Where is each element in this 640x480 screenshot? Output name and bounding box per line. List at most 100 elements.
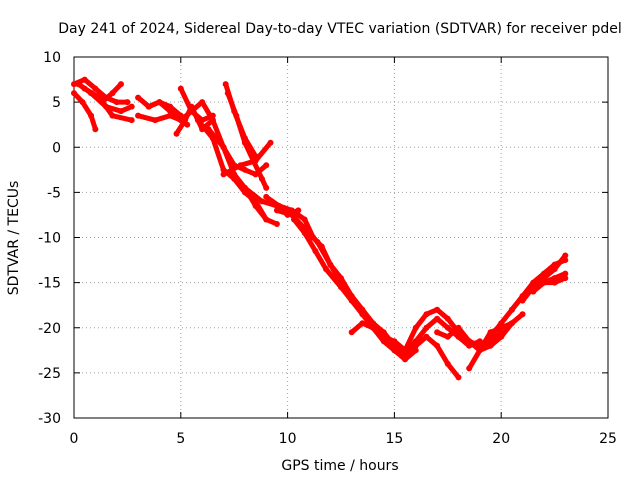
data-point: [540, 279, 547, 286]
data-point: [551, 275, 558, 282]
data-point: [391, 338, 398, 345]
data-point: [252, 157, 259, 164]
data-point: [444, 315, 451, 322]
data-point: [79, 99, 86, 106]
data-point: [291, 216, 298, 223]
data-point: [199, 99, 206, 106]
data-point: [173, 130, 180, 137]
data-point: [348, 329, 355, 336]
data-point: [423, 324, 430, 331]
data-point: [237, 162, 244, 169]
y-axis-label: SDTVAR / TECUs: [6, 181, 22, 296]
data-point: [117, 108, 124, 115]
data-point: [177, 85, 184, 92]
data-point: [222, 81, 229, 88]
data-point: [273, 220, 280, 227]
data-point: [128, 117, 135, 124]
data-point: [124, 99, 131, 106]
data-point: [71, 90, 77, 97]
data-series: [71, 76, 569, 381]
data-point: [380, 333, 387, 340]
data-point: [220, 171, 227, 178]
data-point: [338, 275, 344, 282]
data-point: [135, 94, 142, 101]
data-point: [476, 347, 483, 354]
data-point: [402, 347, 409, 354]
data-point: [551, 266, 558, 273]
data-point: [301, 216, 308, 223]
y-tick-label: -30: [38, 411, 61, 427]
series-track: [530, 271, 568, 295]
series-track: [274, 207, 419, 362]
x-tick-label: 25: [599, 431, 617, 447]
data-point: [444, 324, 451, 331]
data-point: [81, 76, 88, 83]
data-point: [194, 117, 201, 124]
data-point: [167, 103, 174, 110]
data-point: [276, 202, 283, 209]
y-tick-label: 0: [52, 140, 61, 156]
axis-ticks: 0 5 10 15 20 25 10 5 0 -5 -10 -15 -20 -25 -30: [38, 50, 617, 447]
data-point: [135, 112, 142, 119]
data-point: [508, 320, 515, 327]
data-point: [519, 297, 526, 304]
data-point: [145, 103, 152, 110]
data-point: [498, 333, 505, 340]
data-point: [412, 324, 419, 331]
data-point: [92, 126, 99, 133]
data-point: [466, 365, 473, 372]
data-point: [258, 175, 265, 182]
data-point: [92, 85, 99, 92]
data-point: [273, 207, 280, 214]
y-tick-label: 5: [52, 95, 61, 111]
data-point: [423, 311, 430, 318]
data-point: [109, 90, 116, 97]
y-tick-label: -15: [38, 276, 61, 292]
data-point: [113, 99, 120, 106]
x-tick-label: 10: [279, 431, 297, 447]
data-point: [434, 315, 441, 322]
data-point: [209, 117, 216, 124]
data-point: [508, 306, 515, 313]
data-point: [224, 90, 231, 97]
data-point: [487, 342, 494, 349]
data-point: [88, 90, 95, 97]
series-track: [146, 99, 184, 119]
data-point: [498, 320, 505, 327]
chart-title: Day 241 of 2024, Sidereal Day-to-day VTE…: [58, 21, 622, 37]
data-point: [241, 184, 248, 191]
data-point: [412, 338, 419, 345]
data-point: [167, 112, 174, 119]
data-point: [220, 144, 227, 151]
data-point: [252, 202, 259, 209]
data-point: [327, 261, 334, 268]
data-point: [156, 99, 163, 106]
data-point: [391, 347, 398, 354]
data-point: [323, 266, 330, 273]
grid: [74, 57, 608, 418]
data-point: [233, 112, 240, 119]
data-point: [205, 126, 212, 133]
data-point: [455, 324, 462, 331]
data-point: [348, 297, 355, 304]
data-point: [519, 311, 526, 318]
data-point: [338, 284, 344, 291]
data-point: [359, 320, 366, 327]
data-point: [487, 333, 494, 340]
data-point: [402, 356, 409, 363]
data-point: [188, 108, 195, 115]
data-point: [128, 103, 135, 110]
data-point: [177, 112, 184, 119]
y-tick-label: -5: [47, 185, 61, 201]
data-point: [241, 166, 248, 173]
data-point: [258, 198, 265, 205]
data-point: [182, 117, 189, 124]
data-point: [152, 117, 159, 124]
x-axis-label: GPS time / hours: [281, 458, 398, 474]
data-point: [444, 360, 451, 367]
data-point: [434, 342, 441, 349]
data-point: [263, 184, 270, 191]
data-point: [88, 112, 95, 119]
x-tick-label: 5: [176, 431, 185, 447]
